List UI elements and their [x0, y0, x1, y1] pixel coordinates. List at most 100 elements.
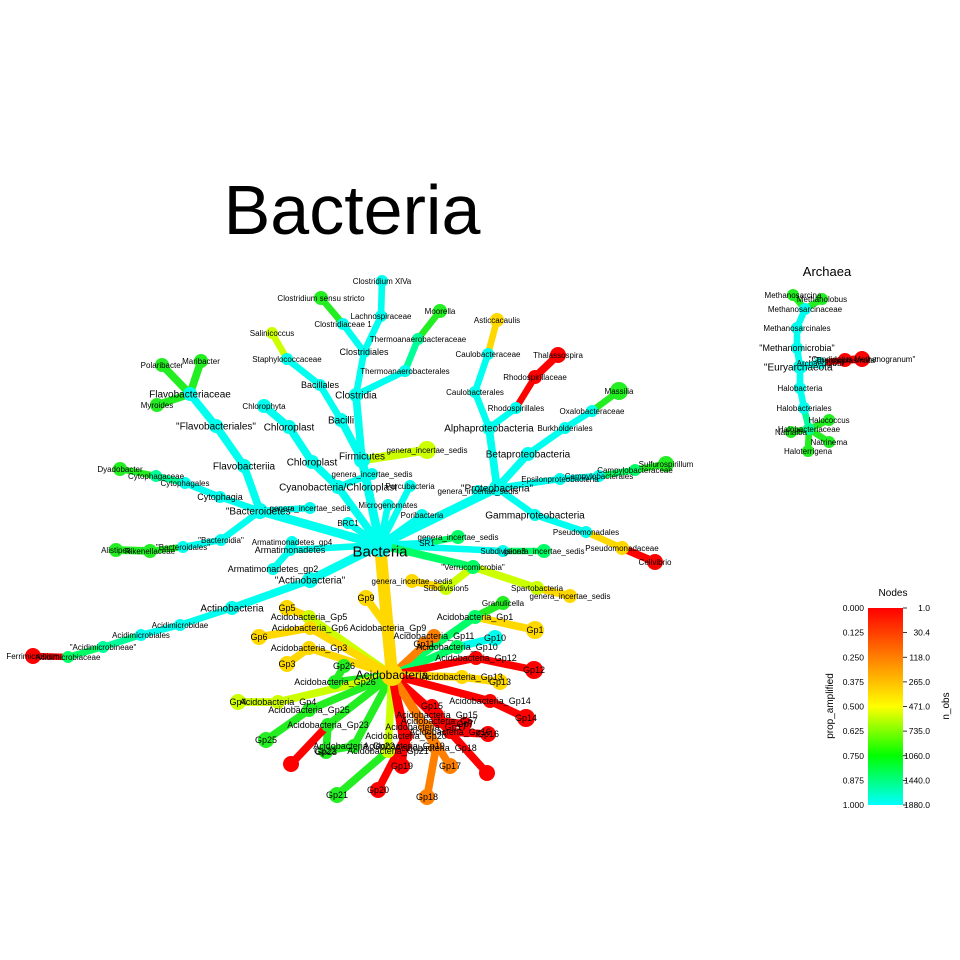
node-cytophagia [214, 491, 226, 503]
edge-actinobacteria-class [228, 576, 314, 612]
label-firmicutes: Firmicutes [339, 452, 385, 463]
label-acido-gp17: Acidobacteria_Gp17 [385, 722, 467, 732]
edge-acidimicrobidae [176, 604, 236, 629]
label-acido-gp25: Acidobacteria_Gp25 [268, 705, 350, 715]
label-actinobacteria-phylum: "Actinobacteria" [275, 576, 346, 587]
edge-armatimonadetes [286, 541, 384, 554]
edge-gp24 [287, 721, 332, 768]
node-acido-gp11 [427, 629, 441, 643]
edge-spartobacteria [469, 563, 541, 592]
legend-right-tick: 265.0 [909, 677, 931, 687]
node-flavobacteriia [237, 459, 251, 473]
label-methanolobus: Methanolobus [797, 295, 847, 304]
edge-gp8 [446, 728, 491, 777]
node-acido-gp5 [302, 610, 316, 624]
node-sulfurospirillum [658, 456, 674, 472]
node-gp11 [417, 637, 431, 651]
node-armatimonadetes-gp2 [267, 563, 279, 575]
label-gp17: Gp17 [439, 761, 461, 771]
label-gp4: Gp4 [229, 697, 246, 707]
node-gp12 [525, 661, 543, 679]
label-firm-incertae: genera_incertae_sedis [387, 446, 468, 455]
label-gp21: Gp21 [326, 790, 348, 800]
node-clostridiaceae1 [337, 318, 349, 330]
node-halobacteriaceae [803, 423, 815, 435]
node-acido-gp13 [455, 670, 469, 684]
label-bacilli1: Bacilli [328, 416, 354, 427]
label-myroides: Myroides [141, 401, 173, 410]
node-gp24 [283, 756, 299, 772]
label-sub5-incertae: genera_incertae_sedis [372, 577, 453, 586]
node-firm-incertae [418, 441, 436, 459]
label-flavobacteriales: "Flavobacteriales" [176, 422, 256, 433]
node-spartobacteria [530, 581, 544, 595]
edge-thermoanaerobacterales [352, 367, 409, 399]
node-chloroplast2 [282, 420, 296, 434]
legend-left-tick: 1.000 [843, 800, 865, 810]
label-acido-gp13: Acidobacteria_Gp13 [421, 672, 503, 682]
label-sparto-incertae: genera_incertae_sedis [530, 592, 611, 601]
label-asticcacaulis: Asticcacaulis [474, 316, 520, 325]
edge-caulobacteraceae [471, 350, 492, 396]
node-methanosarcinales [791, 322, 803, 334]
node-caulobacterales [469, 386, 481, 398]
edge-acido-gp14 [388, 671, 494, 705]
edge-acidimicrobineae [99, 631, 145, 651]
legend-right-tick: 471.0 [909, 702, 931, 712]
edge-campylobacteraceae [595, 466, 639, 480]
label-armatimonadetes: Armatimonadetes [255, 545, 326, 555]
node-caulobacteraceae [482, 348, 494, 360]
node-gp20 [370, 782, 386, 798]
node-salinicoccus [266, 327, 278, 339]
edge-bact-incertae [256, 504, 314, 515]
label-gp25: Gp25 [255, 735, 277, 745]
edge-actinobacteria-phylum [305, 540, 385, 585]
edge-acidimicrobiaceae [64, 643, 107, 661]
edge-gp6 [255, 624, 314, 641]
node-acidobacteria [381, 664, 403, 686]
edge-verrucomicrobia [376, 541, 477, 571]
node-polaribacter [155, 358, 169, 372]
label-methanosarcinales: Methanosarcinales [763, 324, 830, 333]
edge-gp12 [472, 654, 538, 674]
archaea-title: Archaea [803, 264, 852, 279]
node-gp18 [419, 789, 435, 805]
label-bact-incertae: genera_incertae_sedis [270, 504, 351, 513]
label-pseudomonadaceae: Pseudomonadaceae [585, 544, 659, 553]
label-oxalobacteraceae: Oxalobacteraceae [560, 407, 625, 416]
node-acido-gp4 [271, 695, 285, 709]
label-poribacteria: Poribacteria [401, 511, 444, 520]
node-oxalobacteraceae [586, 405, 598, 417]
edge-staphylococcaceae [283, 355, 324, 389]
node-chloroplast1 [305, 455, 319, 469]
node-methanomicrobia [791, 342, 803, 354]
node-natrinema [823, 436, 835, 448]
label-gp23: Gp23 [315, 747, 337, 757]
label-acidobacteria: Acidobacteria [356, 668, 429, 682]
edge-gp1 [471, 613, 539, 634]
label-acido-gp18: Acidobacteria_Gp18 [395, 743, 477, 753]
label-bacillales: Bacillales [301, 380, 340, 390]
label-campylobacteraceae: Campylobacteraceae [597, 466, 673, 475]
node-acido-gp3 [302, 641, 316, 655]
node-methanolobus [816, 293, 828, 305]
label-acido-gp20: Acidobacteria_Gp20 [365, 731, 447, 741]
edge-acido-gp22 [350, 671, 396, 750]
node-rikenellaceae [143, 544, 157, 558]
node-cytophagaceae [150, 470, 162, 482]
label-polaribacter: Polaribacter [141, 361, 184, 370]
label-acido-gp14: Acidobacteria_Gp14 [449, 696, 531, 706]
label-gp18: Gp18 [416, 792, 438, 802]
label-clostridium-ss: Clostridium sensu stricto [277, 294, 365, 303]
node-gp6 [251, 629, 267, 645]
label-methanosarcinaceae: Methanosarcinaceae [768, 305, 843, 314]
node-gp5 [279, 600, 295, 616]
label-armatimonadetes-gp4: Armatimonadetes_gp4 [252, 538, 333, 547]
edge-acido-gp3 [305, 644, 396, 679]
node-gammaproteobacteria [529, 509, 541, 521]
label-armatimonadetes-gp2: Armatimonadetes_gp2 [228, 564, 319, 574]
node-flavobacteriaceae [183, 387, 197, 401]
label-bacteroidia: "Bacteroidia" [198, 536, 244, 545]
node-gp3 [279, 656, 295, 672]
